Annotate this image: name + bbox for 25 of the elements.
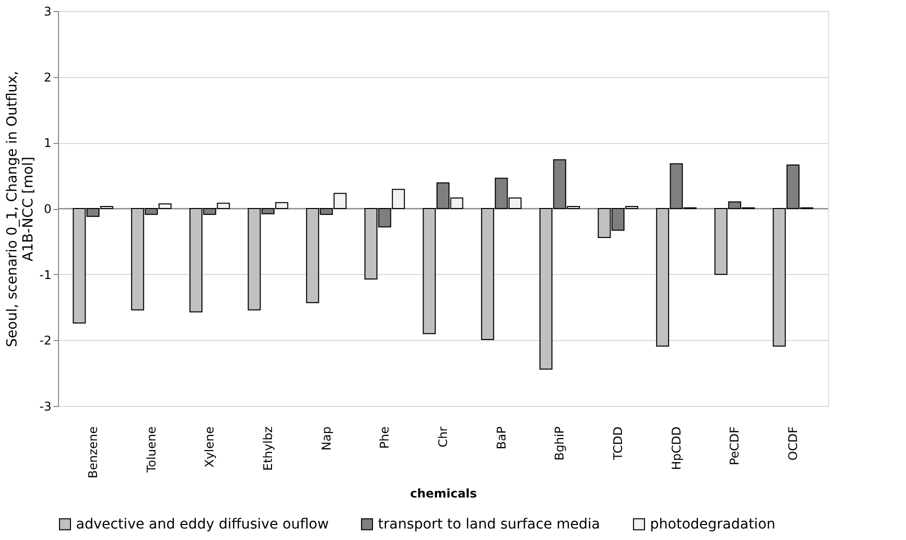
x-tick-label: Benzene [86, 426, 100, 478]
legend-label: photodegradation [650, 516, 776, 532]
y-axis-title: Seoul, scenario 0_1, Change in Outflux, A1B-NCC [mol] [4, 70, 37, 348]
x-tick-label: OCDF [786, 426, 800, 460]
x-tick-label: PeCDF [728, 426, 742, 466]
y-tick-label: -1 [40, 268, 52, 282]
y-tick-label: 2 [44, 70, 52, 84]
x-tick-label: TCDD [611, 426, 625, 461]
x-tick-label: Chr [436, 426, 450, 448]
y-tick-label: -3 [40, 400, 52, 414]
x-axis-title: chemicals [410, 486, 477, 500]
y-tick-label: 0 [44, 202, 52, 216]
y-tick-label: 3 [44, 4, 52, 18]
x-tick-label: Ethylbz [261, 426, 275, 471]
legend-label: advective and eddy diffusive ouflow [76, 516, 329, 532]
legend-label: transport to land surface media [378, 516, 600, 532]
x-tick-label: BghiP [552, 426, 567, 461]
y-tick-label: -2 [40, 334, 52, 348]
x-tick-label: BaP [494, 426, 508, 450]
x-tick-label: Nap [319, 426, 334, 450]
y-tick-label: 1 [44, 136, 52, 150]
x-tick-label: HpCDD [669, 426, 684, 470]
x-tick-label: Phe [378, 426, 392, 449]
x-tick-label: Xylene [202, 426, 217, 468]
x-tick-label: Toluene [144, 426, 158, 474]
